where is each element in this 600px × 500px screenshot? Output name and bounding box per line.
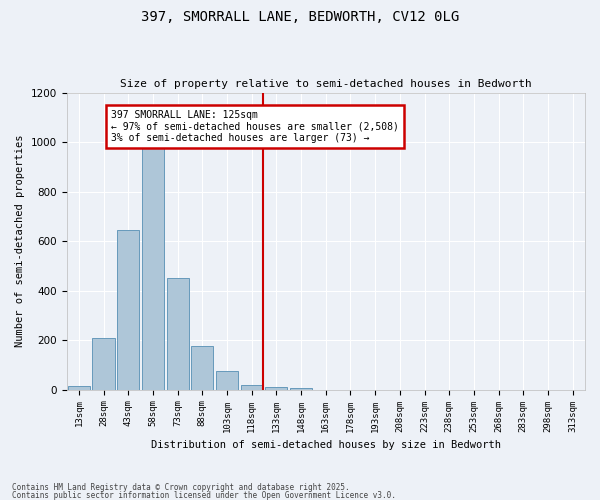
- Bar: [68, 386, 90, 390]
- Bar: [191, 346, 214, 390]
- Title: Size of property relative to semi-detached houses in Bedworth: Size of property relative to semi-detach…: [120, 79, 532, 89]
- Bar: [265, 387, 287, 390]
- Bar: [142, 142, 164, 390]
- Bar: [241, 384, 263, 390]
- Text: Contains public sector information licensed under the Open Government Licence v3: Contains public sector information licen…: [12, 491, 396, 500]
- Bar: [167, 278, 189, 390]
- Text: Contains HM Land Registry data © Crown copyright and database right 2025.: Contains HM Land Registry data © Crown c…: [12, 484, 350, 492]
- Y-axis label: Number of semi-detached properties: Number of semi-detached properties: [15, 135, 25, 348]
- Bar: [92, 338, 115, 390]
- Bar: [216, 371, 238, 390]
- Bar: [290, 388, 312, 390]
- Bar: [117, 230, 139, 390]
- Text: 397, SMORRALL LANE, BEDWORTH, CV12 0LG: 397, SMORRALL LANE, BEDWORTH, CV12 0LG: [141, 10, 459, 24]
- X-axis label: Distribution of semi-detached houses by size in Bedworth: Distribution of semi-detached houses by …: [151, 440, 501, 450]
- Text: 397 SMORRALL LANE: 125sqm
← 97% of semi-detached houses are smaller (2,508)
3% o: 397 SMORRALL LANE: 125sqm ← 97% of semi-…: [111, 110, 399, 143]
